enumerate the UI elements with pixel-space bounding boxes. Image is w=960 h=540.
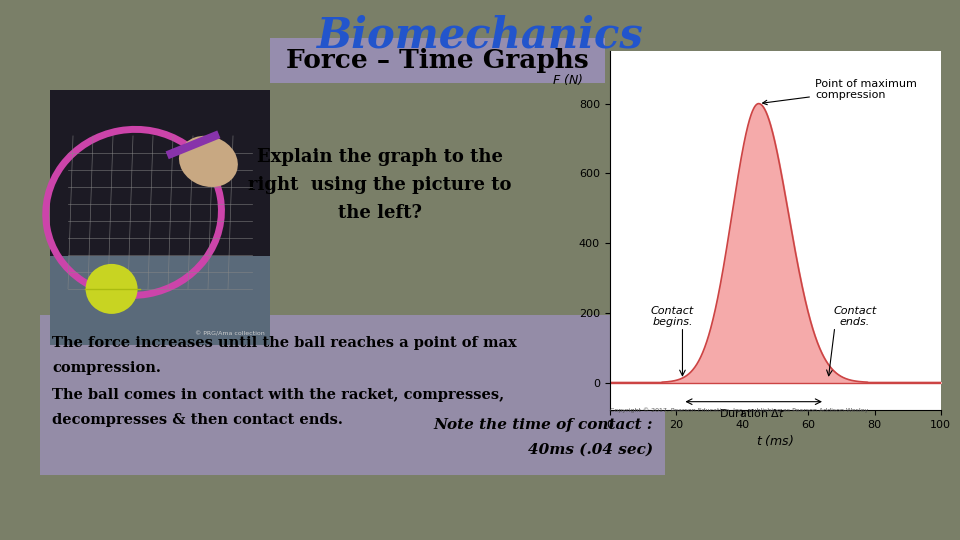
X-axis label: $t$ (ms): $t$ (ms) <box>756 433 794 448</box>
Text: The force increases until the ball reaches a point of max: The force increases until the ball reach… <box>52 336 516 350</box>
Text: $F$ (N): $F$ (N) <box>552 72 583 87</box>
Text: Note the time of contact :: Note the time of contact : <box>434 418 653 432</box>
FancyBboxPatch shape <box>50 90 270 345</box>
FancyBboxPatch shape <box>40 315 665 475</box>
FancyBboxPatch shape <box>270 38 605 83</box>
Text: Contact
ends.: Contact ends. <box>833 306 876 327</box>
Text: decompresses & then contact ends.: decompresses & then contact ends. <box>52 413 343 427</box>
Text: compression.: compression. <box>52 361 161 375</box>
Text: The ball comes in contact with the racket, compresses,: The ball comes in contact with the racke… <box>52 388 504 402</box>
Text: Point of maximum
compression: Point of maximum compression <box>762 79 917 105</box>
Text: Duration $\Delta t$: Duration $\Delta t$ <box>719 407 785 419</box>
Text: 40ms (.04 sec): 40ms (.04 sec) <box>528 443 653 457</box>
Text: Explain the graph to the
right  using the picture to
the left?: Explain the graph to the right using the… <box>249 148 512 222</box>
FancyBboxPatch shape <box>50 256 270 345</box>
Text: Copyright © 2017, Pearson Education, Inc., publishing as Pearson Addison-Wesley: Copyright © 2017, Pearson Education, Inc… <box>610 407 868 413</box>
Text: Biomechanics: Biomechanics <box>317 14 643 56</box>
Ellipse shape <box>179 136 238 187</box>
Ellipse shape <box>85 264 137 314</box>
Text: Force – Time Graphs: Force – Time Graphs <box>286 48 588 73</box>
Text: © PRG/Ama collection: © PRG/Ama collection <box>195 332 265 337</box>
Text: Contact
begins.: Contact begins. <box>651 306 694 327</box>
FancyBboxPatch shape <box>50 90 270 345</box>
